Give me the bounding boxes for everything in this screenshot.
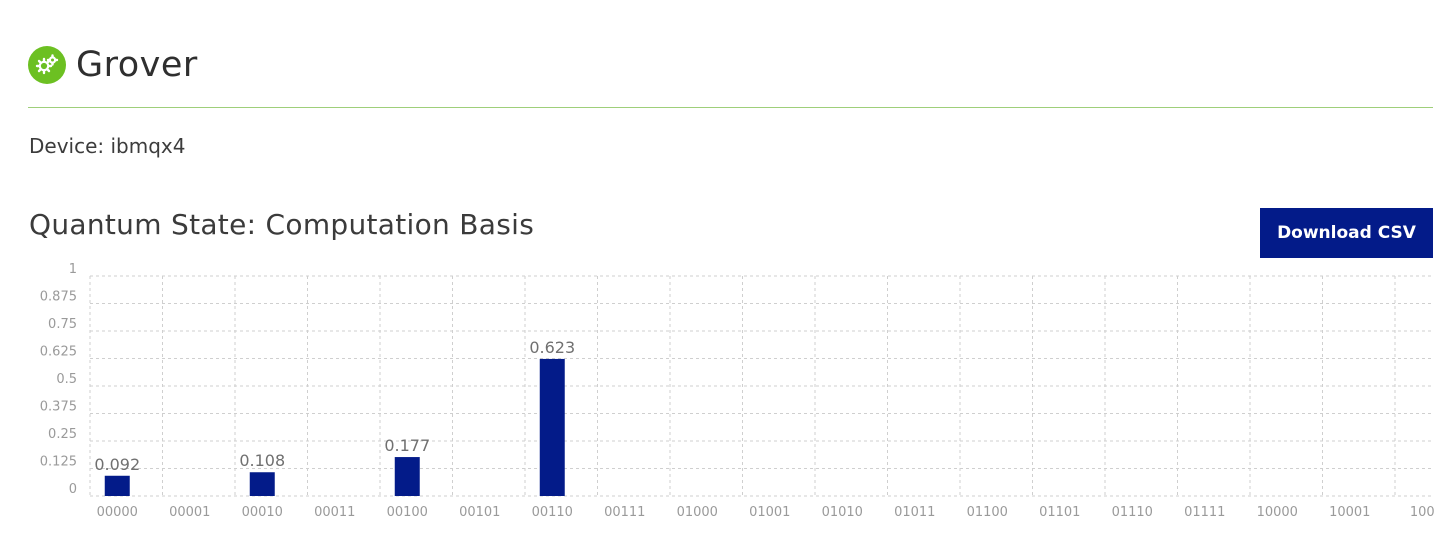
x-tick-label: 01001 [749,505,790,520]
bar [249,472,275,496]
download-csv-button[interactable]: Download CSV [1260,208,1433,258]
y-tick-label: 0.25 [48,427,77,442]
x-tick-label: 01111 [1184,505,1225,520]
bar [539,358,565,496]
section-title: Quantum State: Computation Basis [29,208,535,241]
gears-icon [28,46,66,84]
header-divider [28,107,1433,108]
y-tick-label: 0.125 [40,455,77,470]
data-label: 0.092 [94,455,140,474]
x-tick-label: 00011 [314,505,355,520]
x-tick-label: 01100 [967,505,1008,520]
y-tick-label: 0 [69,482,77,497]
x-tick-label: 01101 [1039,505,1080,520]
x-tick-label: 00010 [242,505,283,520]
bar [394,457,420,496]
y-tick-label: 0.75 [48,317,77,332]
bar [104,475,130,496]
y-tick-label: 1 [69,262,77,277]
x-tick-label: 00001 [169,505,210,520]
x-tick-label: 00101 [459,505,500,520]
data-label: 0.623 [529,338,575,357]
data-label: 0.108 [239,451,285,470]
x-tick-label: 01010 [822,505,863,520]
y-tick-label: 0.5 [56,372,77,387]
x-tick-label: 100 [1410,505,1435,520]
x-tick-label: 00000 [97,505,138,520]
y-tick-label: 0.625 [40,345,77,360]
y-tick-label: 0.875 [40,290,77,305]
x-tick-label: 01011 [894,505,935,520]
data-label: 0.177 [384,436,430,455]
y-tick-label: 0.375 [40,400,77,415]
page-title: Grover [76,45,198,85]
x-tick-label: 10001 [1329,505,1370,520]
x-tick-label: 01110 [1112,505,1153,520]
x-tick-label: 00110 [532,505,573,520]
x-tick-label: 00100 [387,505,428,520]
x-tick-label: 01000 [677,505,718,520]
bar-chart-svg: 1 0.875 0.75 0.625 0.5 0.375 0.25 0.125 0 0.092 00… [40,262,1435,520]
x-tick-label: 00111 [604,505,645,520]
x-tick-label: 10000 [1257,505,1298,520]
bar-chart: 1 0.875 0.75 0.625 0.5 0.375 0.25 0.125 0 0.092 00… [0,258,1452,534]
title-row: Grover [28,42,198,88]
device-label: Device: ibmqx4 [29,134,186,158]
